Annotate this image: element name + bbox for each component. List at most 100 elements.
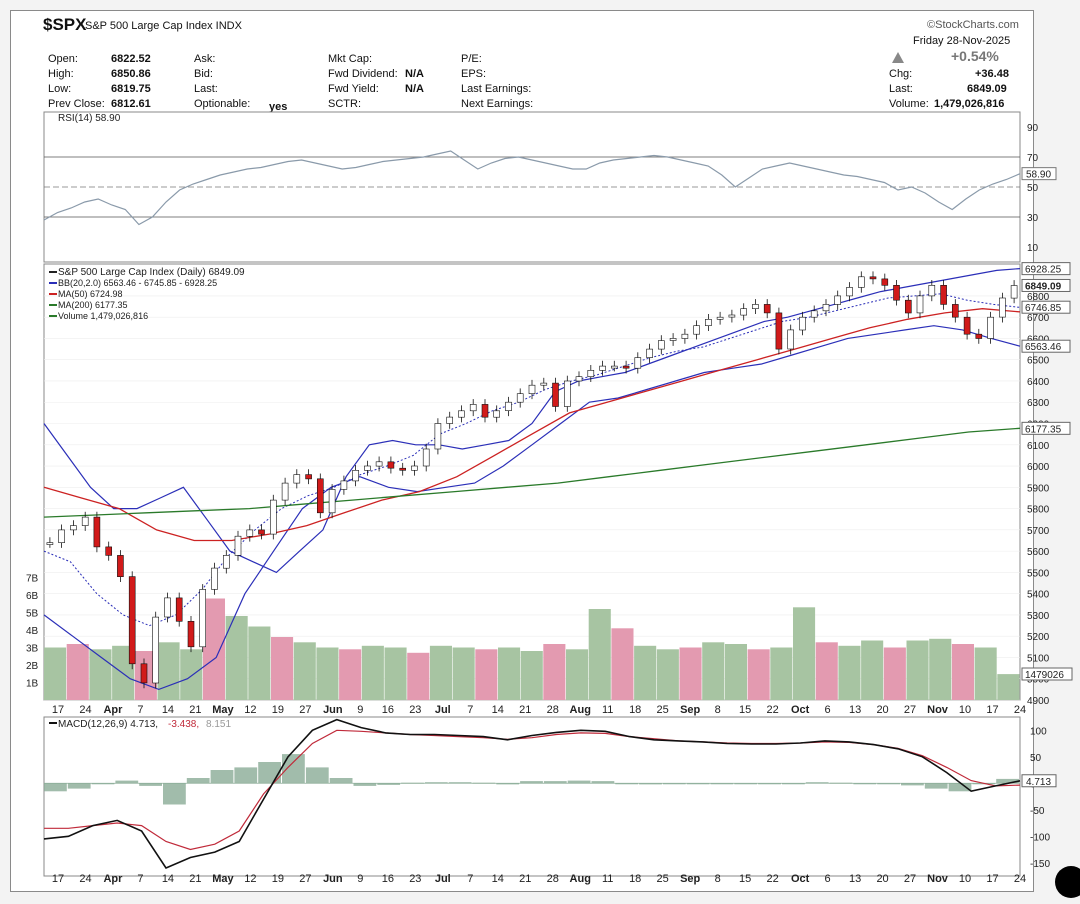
price-value-label: 6563.46 <box>1025 342 1062 353</box>
brand[interactable]: ©StockCharts.com <box>927 19 1019 31</box>
date-label-mid: 11 <box>602 704 613 716</box>
macd-histogram-bar <box>210 770 234 784</box>
candle-body <box>752 304 759 309</box>
date-label-bottom: 23 <box>409 873 421 885</box>
macd-histogram-bar <box>329 778 353 784</box>
macd-tick-label: -100 <box>1030 832 1050 843</box>
candle-body <box>763 304 771 314</box>
volume-tick-label: 6B <box>26 591 39 602</box>
ma50-line <box>43 308 1021 542</box>
candle-body <box>364 465 371 471</box>
candle-body <box>234 535 242 556</box>
candle-body <box>563 380 571 407</box>
candle-body <box>716 316 724 320</box>
candle-body <box>963 316 971 335</box>
volume-bar <box>724 644 747 700</box>
price-value-label: 6928.25 <box>1025 265 1062 276</box>
bb-middle-line <box>43 293 1021 627</box>
quote-value: yes <box>269 101 288 113</box>
volume-bar <box>316 647 339 700</box>
quote-label: Fwd Dividend: <box>328 68 398 80</box>
candle-body <box>164 597 171 618</box>
last-label: Last: <box>889 83 913 95</box>
quote-label: Optionable: <box>194 98 251 110</box>
volume-bar <box>293 642 316 701</box>
candle-body <box>552 382 559 407</box>
date-label-bottom: Sep <box>680 873 700 885</box>
volume-bar <box>157 642 180 701</box>
date-label-mid: 17 <box>986 704 998 716</box>
volume-bar <box>588 609 611 700</box>
macd-histogram-bar <box>829 782 853 784</box>
chg-value: +36.48 <box>975 68 1009 80</box>
candle-body <box>646 348 653 358</box>
date-label-bottom: 20 <box>876 873 888 885</box>
candle-body <box>928 284 936 297</box>
volume-bar <box>656 649 679 701</box>
quote-value: N/A <box>405 83 424 95</box>
quote-label: SCTR: <box>328 98 361 110</box>
volume-tick-label: 3B <box>26 644 39 655</box>
volume-bar <box>861 640 884 700</box>
volume-tick-label: 1B <box>26 679 39 690</box>
volume-bar <box>747 649 770 701</box>
candle-body <box>434 423 442 450</box>
date-label-bottom: 15 <box>739 873 751 885</box>
macd-value-tag <box>1021 774 1057 788</box>
ma200-line <box>43 427 1021 518</box>
candle-body <box>70 525 77 531</box>
candle-body <box>951 304 959 318</box>
candle-body <box>681 333 689 339</box>
candle-body <box>622 365 630 369</box>
date-label-bottom: 11 <box>602 873 613 885</box>
quote-label: Fwd Yield: <box>328 83 379 95</box>
volume-bar <box>452 647 475 700</box>
price-legend-entry: S&P 500 Large Cap Index (Daily) 6849.09 <box>58 267 245 278</box>
price-tick-label: 6800 <box>1027 292 1050 303</box>
rsi-line <box>43 150 1021 226</box>
candle-body <box>540 382 548 386</box>
quote-label: Bid: <box>194 68 213 80</box>
volume-value-label: 1479026 <box>1025 670 1064 681</box>
candle-body <box>1010 285 1018 299</box>
price-tick-label: 5100 <box>1027 653 1050 664</box>
candle-body <box>258 529 265 535</box>
macd-histogram-bar <box>805 782 829 784</box>
date-label-bottom: 27 <box>904 873 916 885</box>
date-label-mid: May <box>212 704 234 716</box>
price-tick-label: 5200 <box>1027 632 1050 643</box>
volume-bar <box>66 644 89 700</box>
date-label-mid: Oct <box>791 704 810 716</box>
date-label-bottom: 18 <box>629 873 641 885</box>
legend-swatch <box>49 315 57 317</box>
date-label-mid: 18 <box>629 704 641 716</box>
volume-bar <box>44 647 67 700</box>
legend-swatch <box>49 293 57 295</box>
price-tick-label: 5900 <box>1027 483 1050 494</box>
volume-bar <box>475 649 498 701</box>
date-label-bottom: 10 <box>959 873 971 885</box>
record-dot[interactable] <box>1055 866 1080 898</box>
date-label-bottom: Jul <box>435 873 451 885</box>
date-label-mid: 25 <box>657 704 669 716</box>
rsi-legend: RSI(14) 58.90 <box>58 113 121 124</box>
date-label-bottom: 24 <box>1014 873 1026 885</box>
date-label-mid: 12 <box>244 704 256 716</box>
quote-date: Friday 28-Nov-2025 <box>913 35 1011 47</box>
date-label-mid: 28 <box>547 704 559 716</box>
quote-value: 6819.75 <box>111 83 151 95</box>
candle-body <box>422 448 430 467</box>
candle-body <box>293 474 301 484</box>
date-label-bottom: 7 <box>467 873 473 885</box>
candle-body <box>105 546 112 556</box>
date-label-bottom: 28 <box>547 873 559 885</box>
price-value-label: 6849.09 <box>1025 281 1062 292</box>
candle-body <box>975 333 983 339</box>
macd-histogram-bar <box>520 781 543 784</box>
date-label-bottom: Oct <box>791 873 810 885</box>
date-label-bottom: 8 <box>715 873 721 885</box>
volume-bar <box>520 651 543 700</box>
macd-histogram-bar <box>567 780 591 784</box>
candle-body <box>352 469 359 482</box>
